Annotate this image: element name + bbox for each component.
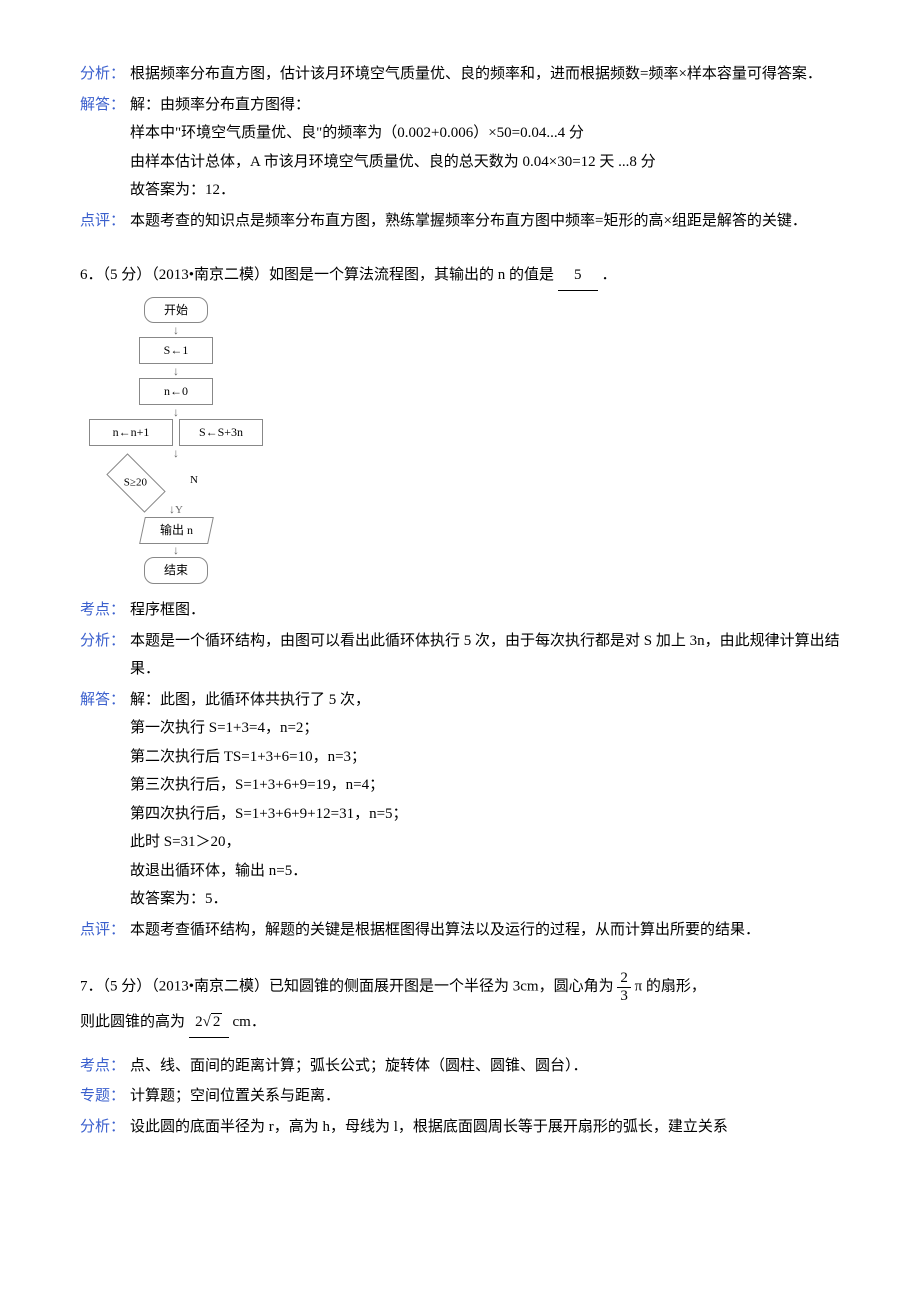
q7-kaodian-text: 点、线、面间的距离计算；弧长公式；旋转体（圆柱、圆锥、圆台）． — [130, 1052, 840, 1081]
fc-s1: S←1 — [139, 337, 213, 364]
q7-title-a: 7．（5 分）（2013•南京二模）已知圆锥的侧面展开图是一个半径为 3cm，圆… — [80, 979, 614, 995]
q5-jieda-row: 解答： 解：由频率分布直方图得： 样本中"环境空气质量优、良"的频率为（0.00… — [80, 91, 840, 205]
frac-num: 2 — [617, 970, 631, 988]
q6-title: 6．（5 分）（2013•南京二模）如图是一个算法流程图，其输出的 n 的值是 … — [80, 261, 840, 291]
label-fenxi: 分析： — [80, 627, 130, 684]
q6-jieda-l0: 解：此图，此循环体共执行了 5 次， — [130, 686, 840, 715]
q7-ans-prefix: 2 — [195, 1014, 203, 1030]
q7-title-line2: 则此圆锥的高为 2√2 cm． — [80, 1008, 840, 1038]
q6-jieda-l4: 第四次执行后，S=1+3+6+9+12=31，n=5； — [130, 800, 840, 829]
q5-jieda-l1: 样本中"环境空气质量优、良"的频率为（0.002+0.006）×50=0.04.… — [130, 119, 840, 148]
q7-fenxi-text: 设此圆的底面半径为 r，高为 h，母线为 l，根据底面圆周长等于展开扇形的弧长，… — [130, 1113, 840, 1142]
q5-dianping-text: 本题考查的知识点是频率分布直方图，熟练掌握频率分布直方图中频率=矩形的高×组距是… — [130, 207, 840, 236]
label-fenxi: 分析： — [80, 60, 130, 89]
q5-fenxi-text: 根据频率分布直方图，估计该月环境空气质量优、良的频率和，进而根据频数=频率×样本… — [130, 60, 840, 89]
fc-side: S←S+3n — [179, 419, 263, 446]
fc-yes-arrow: ↓Y — [86, 503, 266, 516]
q5-dianping-row: 点评： 本题考查的知识点是频率分布直方图，熟练掌握频率分布直方图中频率=矩形的高… — [80, 207, 840, 236]
fc-end: 结束 — [144, 557, 208, 584]
q7-line2-b: cm． — [233, 1014, 266, 1030]
q7-fenxi-row: 分析： 设此圆的底面半径为 r，高为 h，母线为 l，根据底面圆周长等于展开扇形… — [80, 1113, 840, 1142]
fc-arrow-icon: ↓ — [86, 324, 266, 336]
q5-jieda-l3: 故答案为：12． — [130, 176, 840, 205]
q5-jieda-l2: 由样本估计总体，A 市该月环境空气质量优、良的总天数为 0.04×30=12 天… — [130, 148, 840, 177]
fc-s2: n←0 — [139, 378, 213, 405]
q6-fenxi-row: 分析： 本题是一个循环结构，由图可以看出此循环体执行 5 次，由于每次执行都是对… — [80, 627, 840, 684]
q6-jieda-content: 解：此图，此循环体共执行了 5 次， 第一次执行 S=1+3=4，n=2； 第二… — [130, 686, 840, 914]
q6-jieda-l6: 故退出循环体，输出 n=5． — [130, 857, 840, 886]
label-fenxi: 分析： — [80, 1113, 130, 1142]
fc-arrow-icon: ↓ — [86, 406, 266, 418]
fraction-icon: 2 3 — [617, 970, 631, 1004]
q7-title-b: π 的扇形， — [635, 979, 706, 995]
q5-jieda-l0: 解：由频率分布直方图得： — [130, 91, 840, 120]
q7-answer-blank: 2√2 — [189, 1008, 229, 1038]
q6-jieda-l7: 故答案为：5． — [130, 885, 840, 914]
q6-title-prefix: 6．（5 分）（2013•南京二模）如图是一个算法流程图，其输出的 n 的值是 — [80, 267, 554, 283]
label-kaodian: 考点： — [80, 596, 130, 625]
fc-out: 输出 n — [139, 517, 214, 544]
q7-zhuanti-row: 专题： 计算题；空间位置关系与距离． — [80, 1082, 840, 1111]
q7-zhuanti-text: 计算题；空间位置关系与距离． — [130, 1082, 840, 1111]
label-jieda: 解答： — [80, 91, 130, 205]
flowchart: 开始 ↓ S←1 ↓ n←0 ↓ n←n+1 S←S+3n ↓ S≥20 N ↓… — [86, 297, 266, 585]
q7-ans-rad: 2 — [211, 1013, 223, 1030]
label-dianping: 点评： — [80, 207, 130, 236]
q6-jieda-l2: 第二次执行后 TS=1+3+6=10，n=3； — [130, 743, 840, 772]
q6-jieda-l5: 此时 S=31＞20， — [130, 828, 840, 857]
fc-cond-row: S≥20 N — [86, 460, 266, 502]
q5-jieda-content: 解：由频率分布直方图得： 样本中"环境空气质量优、良"的频率为（0.002+0.… — [130, 91, 840, 205]
label-dianping: 点评： — [80, 916, 130, 945]
fc-loop-row: n←n+1 S←S+3n — [86, 419, 266, 446]
fc-yes: Y — [175, 504, 183, 516]
frac-den: 3 — [617, 988, 631, 1005]
fc-arrow-icon: ↓ — [86, 447, 266, 459]
q6-dianping-text: 本题考查循环结构，解题的关键是根据框图得出算法以及运行的过程，从而计算出所要的结… — [130, 916, 840, 945]
q6-jieda-l1: 第一次执行 S=1+3=4，n=2； — [130, 714, 840, 743]
q6-fenxi-text: 本题是一个循环结构，由图可以看出此循环体执行 5 次，由于每次执行都是对 S 加… — [130, 627, 840, 684]
label-zhuanti: 专题： — [80, 1082, 130, 1111]
q6-dianping-row: 点评： 本题考查循环结构，解题的关键是根据框图得出算法以及运行的过程，从而计算出… — [80, 916, 840, 945]
q6-jieda-l3: 第三次执行后，S=1+3+6+9=19，n=4； — [130, 771, 840, 800]
fc-arrow-icon: ↓ — [86, 544, 266, 556]
q6-title-suffix: ． — [602, 267, 617, 283]
fc-out-text: 输出 n — [159, 519, 192, 542]
fc-no: N — [190, 470, 198, 491]
fc-start: 开始 — [144, 297, 208, 324]
q7-kaodian-row: 考点： 点、线、面间的距离计算；弧长公式；旋转体（圆柱、圆锥、圆台）． — [80, 1052, 840, 1081]
q6-kaodian-text: 程序框图． — [130, 596, 840, 625]
q6-jieda-row: 解答： 解：此图，此循环体共执行了 5 次， 第一次执行 S=1+3=4，n=2… — [80, 686, 840, 914]
label-jieda: 解答： — [80, 686, 130, 914]
q5-fenxi-row: 分析： 根据频率分布直方图，估计该月环境空气质量优、良的频率和，进而根据频数=频… — [80, 60, 840, 89]
q7-line2-a: 则此圆锥的高为 — [80, 1014, 185, 1030]
label-kaodian: 考点： — [80, 1052, 130, 1081]
fc-cond: S≥20 — [124, 472, 147, 493]
q7-title-line1: 7．（5 分）（2013•南京二模）已知圆锥的侧面展开图是一个半径为 3cm，圆… — [80, 970, 840, 1004]
q6-answer-blank: 5 — [558, 261, 598, 291]
fc-s3: n←n+1 — [89, 419, 173, 446]
q6-kaodian-row: 考点： 程序框图． — [80, 596, 840, 625]
fc-arrow-icon: ↓ — [86, 365, 266, 377]
